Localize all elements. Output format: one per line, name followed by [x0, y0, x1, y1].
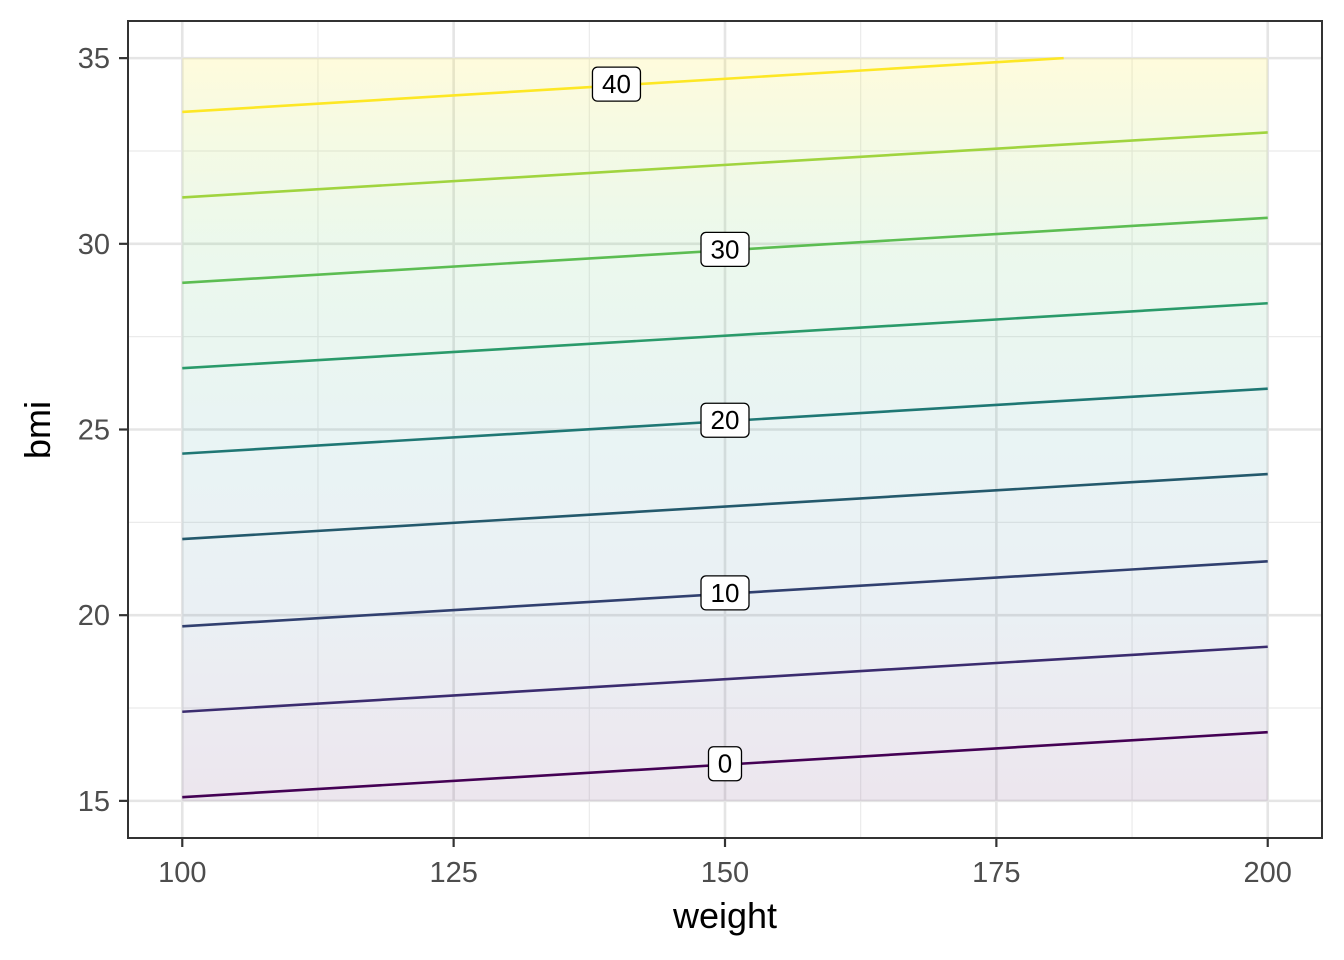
x-axis: 100 125 150 175 200 [158, 838, 1292, 889]
contour-label-box [700, 402, 750, 438]
contour-line-level-5 [182, 645, 1268, 714]
contour-label-text: 30 [711, 234, 740, 264]
contour-line-level-35 [182, 131, 1268, 199]
contour-label-0: 0 [707, 746, 743, 782]
y-tick-label: 30 [78, 229, 110, 261]
contour-line-level-25 [182, 301, 1268, 370]
contour-label-box [707, 746, 743, 782]
y-axis-title: bmi [17, 401, 58, 459]
x-tick-label: 100 [158, 857, 206, 889]
contour-label-text: 10 [711, 578, 740, 608]
contour-label-box [700, 575, 750, 611]
x-tick-label: 125 [429, 857, 477, 889]
contour-label-text: 0 [718, 749, 732, 779]
y-tick-label: 20 [78, 600, 110, 632]
contour-label-box [700, 231, 750, 268]
contour-label-40: 40 [591, 66, 642, 102]
contour-labels: 0 10 20 30 40 [591, 66, 750, 782]
contour-label-20: 20 [700, 402, 750, 438]
contour-label-10: 10 [700, 575, 750, 611]
y-tick-label: 15 [78, 786, 110, 818]
contour-label-30: 30 [700, 231, 750, 268]
y-axis: 15 20 25 30 35 [78, 43, 128, 818]
y-tick-label: 25 [78, 415, 110, 447]
contour-label-text: 20 [711, 405, 740, 435]
contour-line-level-15 [182, 472, 1268, 541]
x-tick-label: 200 [1244, 857, 1292, 889]
y-tick-label: 35 [78, 43, 110, 75]
x-tick-label: 150 [701, 857, 749, 889]
x-tick-label: 175 [972, 857, 1020, 889]
x-axis-title: weight [672, 895, 777, 936]
contour-label-text: 40 [602, 69, 631, 99]
contour-label-box [591, 66, 642, 102]
